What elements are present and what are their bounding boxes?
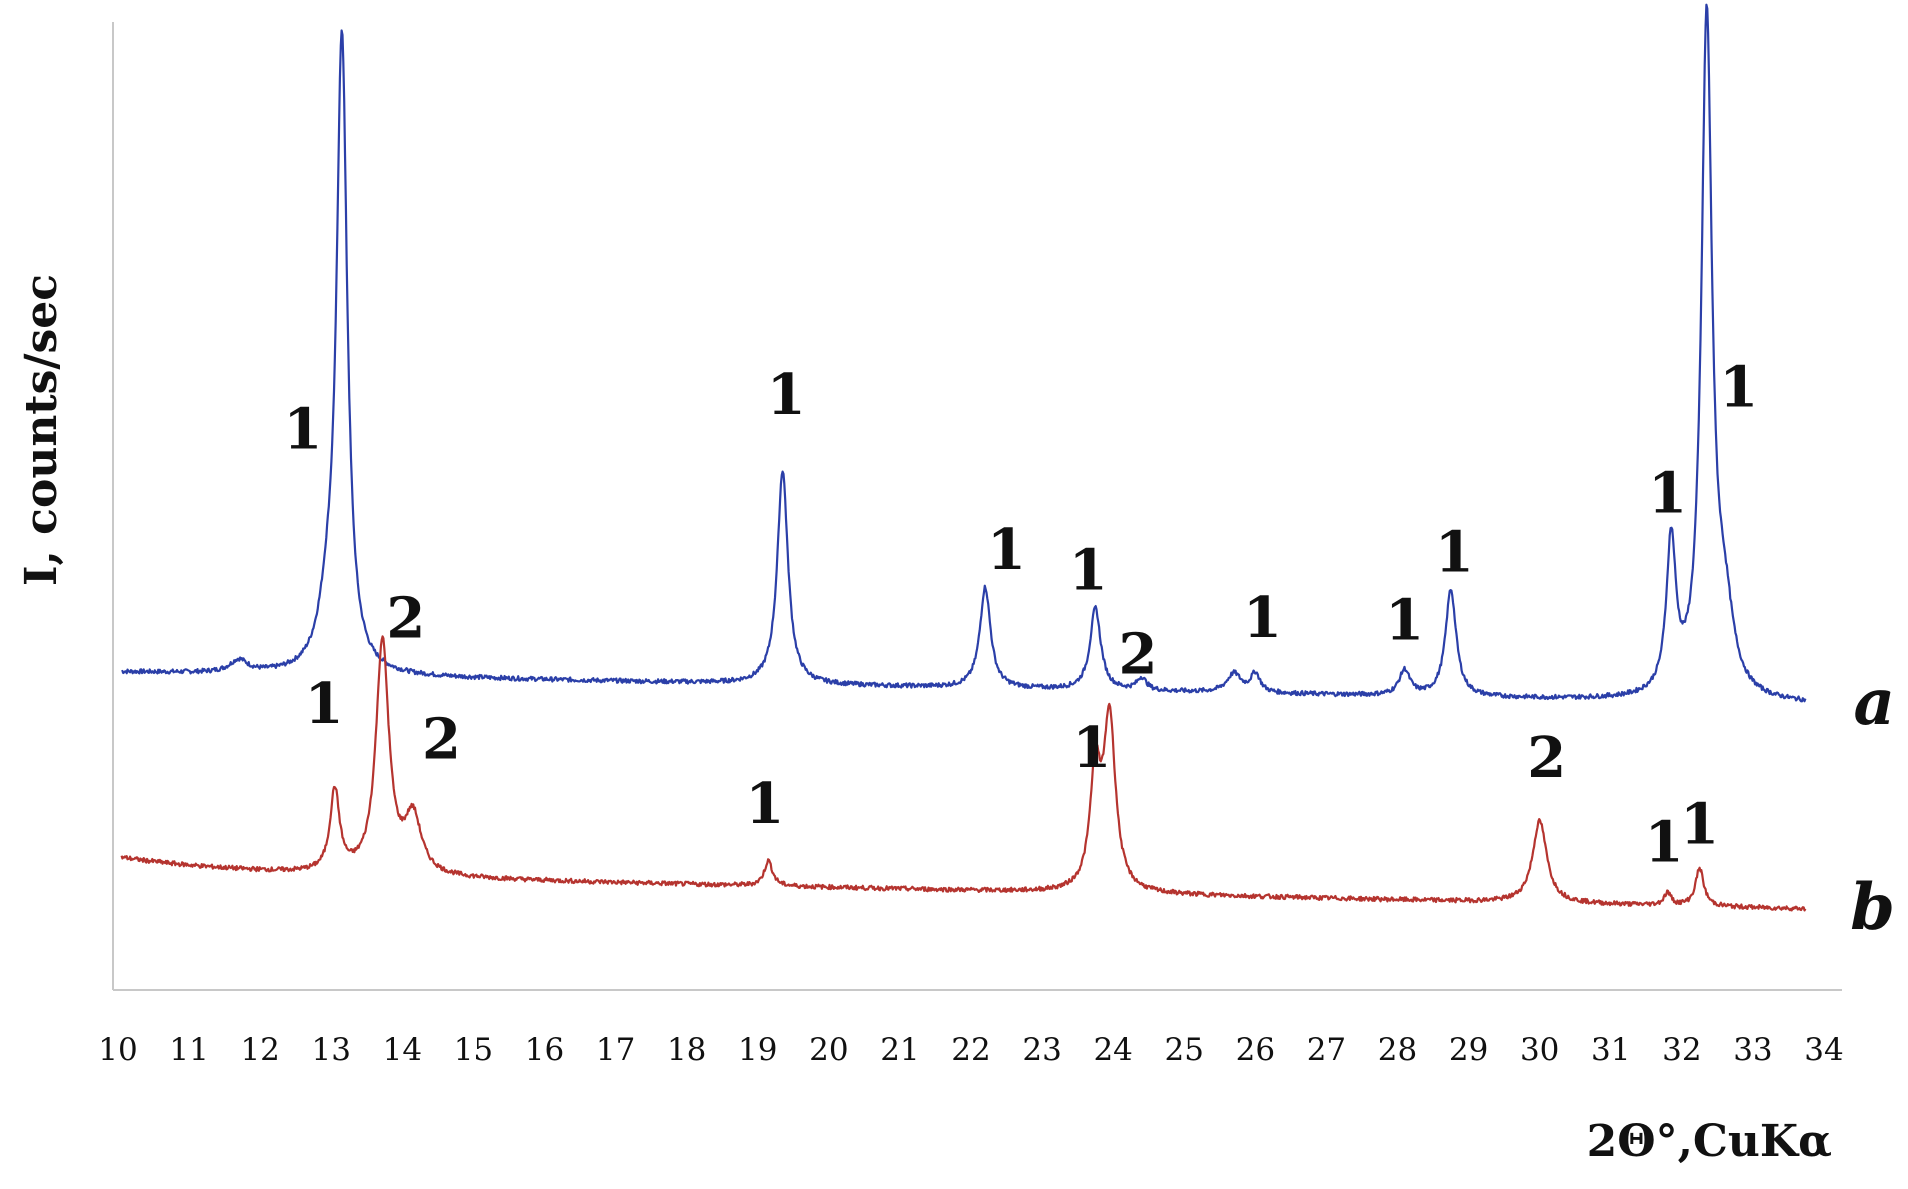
series-line-a	[121, 3, 1807, 703]
x-tick-label: 30	[1520, 1032, 1559, 1068]
x-tick-label: 33	[1733, 1032, 1772, 1068]
x-tick-label: 29	[1449, 1032, 1488, 1068]
axes	[112, 22, 1842, 991]
peak-label-b: 2	[422, 706, 461, 772]
peak-label-a: 1	[1648, 460, 1687, 526]
x-tick-label: 28	[1378, 1032, 1417, 1068]
x-tick-label: 26	[1236, 1032, 1275, 1068]
x-tick-labels: 10 11 12 13 14 15 16 17 18 19 20 21 22 23 24 25 26 27 28 29…	[98, 1032, 1843, 1068]
peak-label-a: 1	[987, 517, 1026, 583]
peak-label-b: 1	[745, 771, 784, 837]
x-tick-label: 21	[880, 1032, 919, 1068]
peak-label-b: 2	[1119, 622, 1158, 688]
series-layer	[120, 3, 1807, 912]
peak-label-a: 1	[1243, 585, 1282, 651]
series-label-b: b	[1850, 870, 1895, 945]
x-tick-label: 34	[1804, 1032, 1843, 1068]
peak-label-a: 1	[1719, 355, 1758, 421]
x-tick-label: 18	[667, 1032, 706, 1068]
x-tick-label: 32	[1662, 1032, 1701, 1068]
peak-label-a: 1	[767, 362, 806, 428]
x-axis-label: 2Θ°,CuKα	[1587, 1116, 1832, 1167]
x-tick-label: 31	[1591, 1032, 1630, 1068]
peak-label-a: 1	[283, 397, 322, 463]
x-tick-label: 14	[383, 1032, 422, 1068]
peak-label-a: 1	[1435, 519, 1474, 585]
peak-label-b: 2	[1527, 725, 1566, 791]
x-tick-label: 19	[738, 1032, 777, 1068]
x-tick-label: 11	[169, 1032, 208, 1068]
series-labels: ab	[1850, 665, 1895, 945]
x-tick-label: 16	[525, 1032, 564, 1068]
x-tick-label: 22	[951, 1032, 990, 1068]
peak-label-b: 1	[1645, 810, 1684, 876]
peak-label-b: 1	[1072, 715, 1111, 781]
x-tick-label: 17	[596, 1032, 635, 1068]
peak-label-b: 2	[386, 586, 425, 652]
series-label-a: a	[1854, 665, 1895, 740]
x-tick-label: 15	[454, 1032, 493, 1068]
x-tick-label: 23	[1022, 1032, 1061, 1068]
x-tick-label: 12	[240, 1032, 279, 1068]
peak-label-b: 1	[305, 671, 344, 737]
series-line-b	[120, 635, 1807, 912]
peak-label-b: 1	[1680, 791, 1719, 857]
x-tick-label: 13	[312, 1032, 351, 1068]
peak-label-a: 1	[1385, 588, 1424, 654]
y-axis-label: I, counts/sec	[16, 274, 67, 586]
x-tick-label: 27	[1307, 1032, 1346, 1068]
x-tick-label: 10	[98, 1032, 137, 1068]
peak-label-a: 1	[1069, 538, 1108, 604]
x-tick-label: 20	[809, 1032, 848, 1068]
x-tick-label: 25	[1165, 1032, 1204, 1068]
x-tick-label: 24	[1093, 1032, 1132, 1068]
